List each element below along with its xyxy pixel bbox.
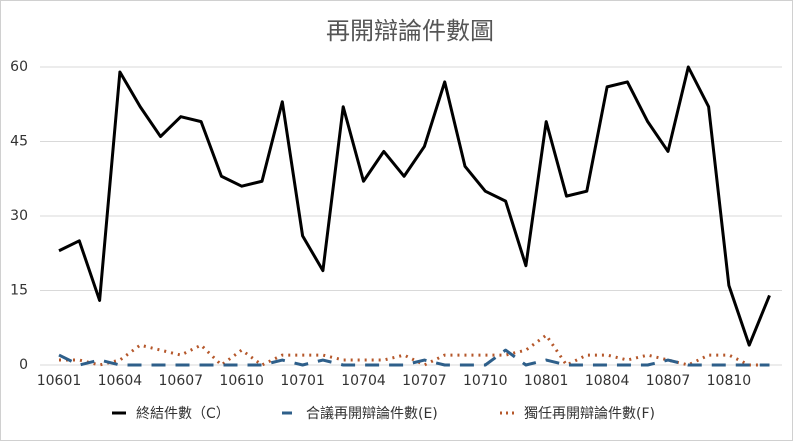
y-tick-label: 45 — [10, 134, 28, 150]
series-line — [58, 348, 770, 367]
x-tick-label: 10807 — [646, 373, 691, 389]
y-tick-label: 0 — [19, 357, 28, 373]
x-tick-label: 10601 — [37, 373, 82, 389]
x-tick-label: 10707 — [402, 373, 447, 389]
legend-label: 合議再開辯論件數(E) — [306, 405, 438, 422]
series-line — [58, 65, 771, 347]
y-tick-label: 30 — [10, 208, 28, 224]
x-tick-label: 10604 — [98, 373, 143, 389]
series-line — [59, 333, 770, 367]
legend-label: 獨任再開辯論件數(F) — [524, 406, 655, 422]
x-tick-label: 10810 — [707, 373, 752, 389]
x-tick-label: 10704 — [341, 373, 386, 389]
legend-label: 終結件數（C） — [136, 406, 230, 422]
chart-title: 再開辯論件數圖 — [326, 17, 494, 45]
x-tick-label: 10804 — [585, 373, 630, 389]
x-tick-label: 10801 — [524, 373, 569, 389]
y-tick-label: 60 — [10, 59, 28, 75]
y-tick-label: 15 — [10, 283, 28, 299]
x-tick-label: 10607 — [159, 373, 204, 389]
x-tick-label: 10610 — [219, 373, 264, 389]
x-tick-label: 10710 — [463, 373, 508, 389]
x-tick-label: 10701 — [280, 373, 325, 389]
